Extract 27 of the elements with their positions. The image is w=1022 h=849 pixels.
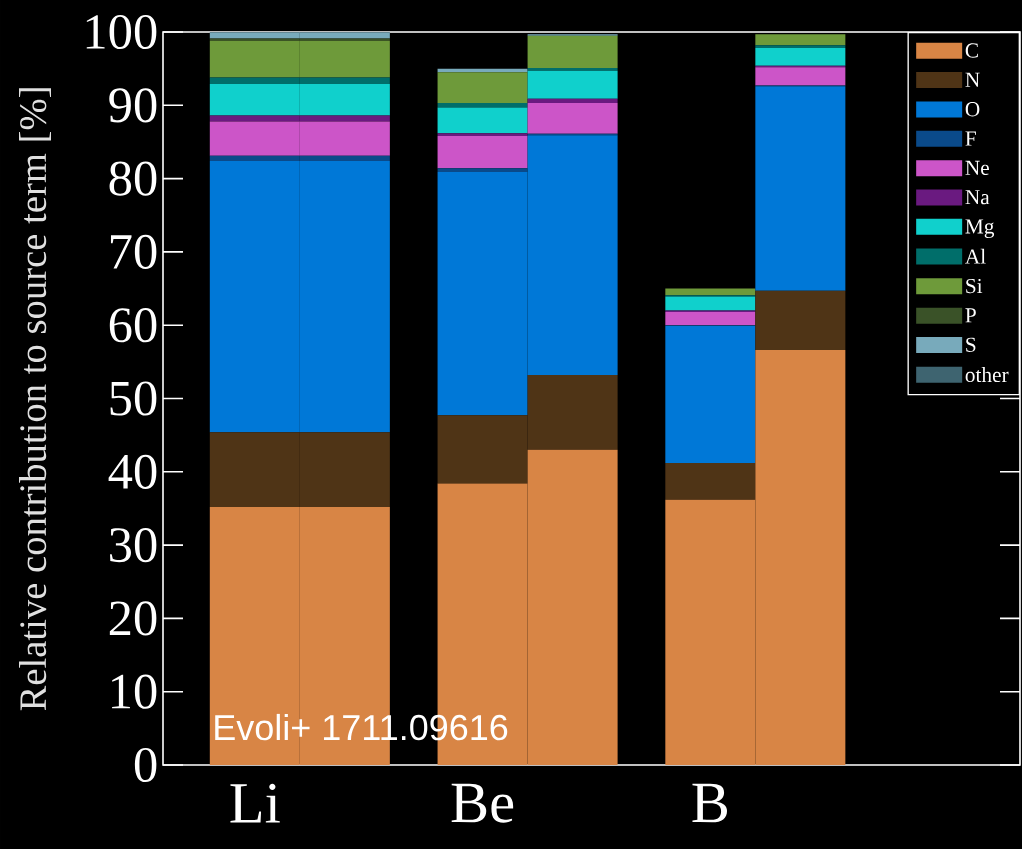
legend-label: P xyxy=(965,308,976,323)
legend-label: C xyxy=(965,43,978,58)
legend-label: O xyxy=(965,102,980,117)
y-tick-label: 100 xyxy=(86,14,157,50)
legend-label: other xyxy=(965,367,1009,383)
y-tick-label: 30 xyxy=(110,528,157,563)
x-tick-label: Li xyxy=(230,783,280,823)
y-tick-label: 50 xyxy=(110,381,157,416)
legend-label: Si xyxy=(966,278,983,294)
legend-label: F xyxy=(965,131,976,146)
x-tick-label: Be xyxy=(451,783,514,823)
y-tick-label: 80 xyxy=(109,161,157,196)
legend-label: Al xyxy=(965,248,986,264)
y-tick-label: 20 xyxy=(109,601,157,636)
y-tick-label: 90 xyxy=(109,88,157,123)
y-tick-label: 10 xyxy=(112,674,157,709)
y-tick-label: 70 xyxy=(110,234,157,269)
legend-label: S xyxy=(966,337,976,352)
y-tick-label: 60 xyxy=(109,308,157,343)
y-tick-label: 0 xyxy=(134,747,157,783)
legend-label: Ne xyxy=(965,160,989,176)
y-tick-label: 40 xyxy=(108,454,157,489)
legend-label: N xyxy=(965,72,980,87)
legend-label: Mg xyxy=(965,219,995,239)
legend-label: Na xyxy=(965,190,990,205)
y-axis-title: Relative contribution to source term [%] xyxy=(19,88,51,711)
x-tick-label: B xyxy=(692,783,728,823)
